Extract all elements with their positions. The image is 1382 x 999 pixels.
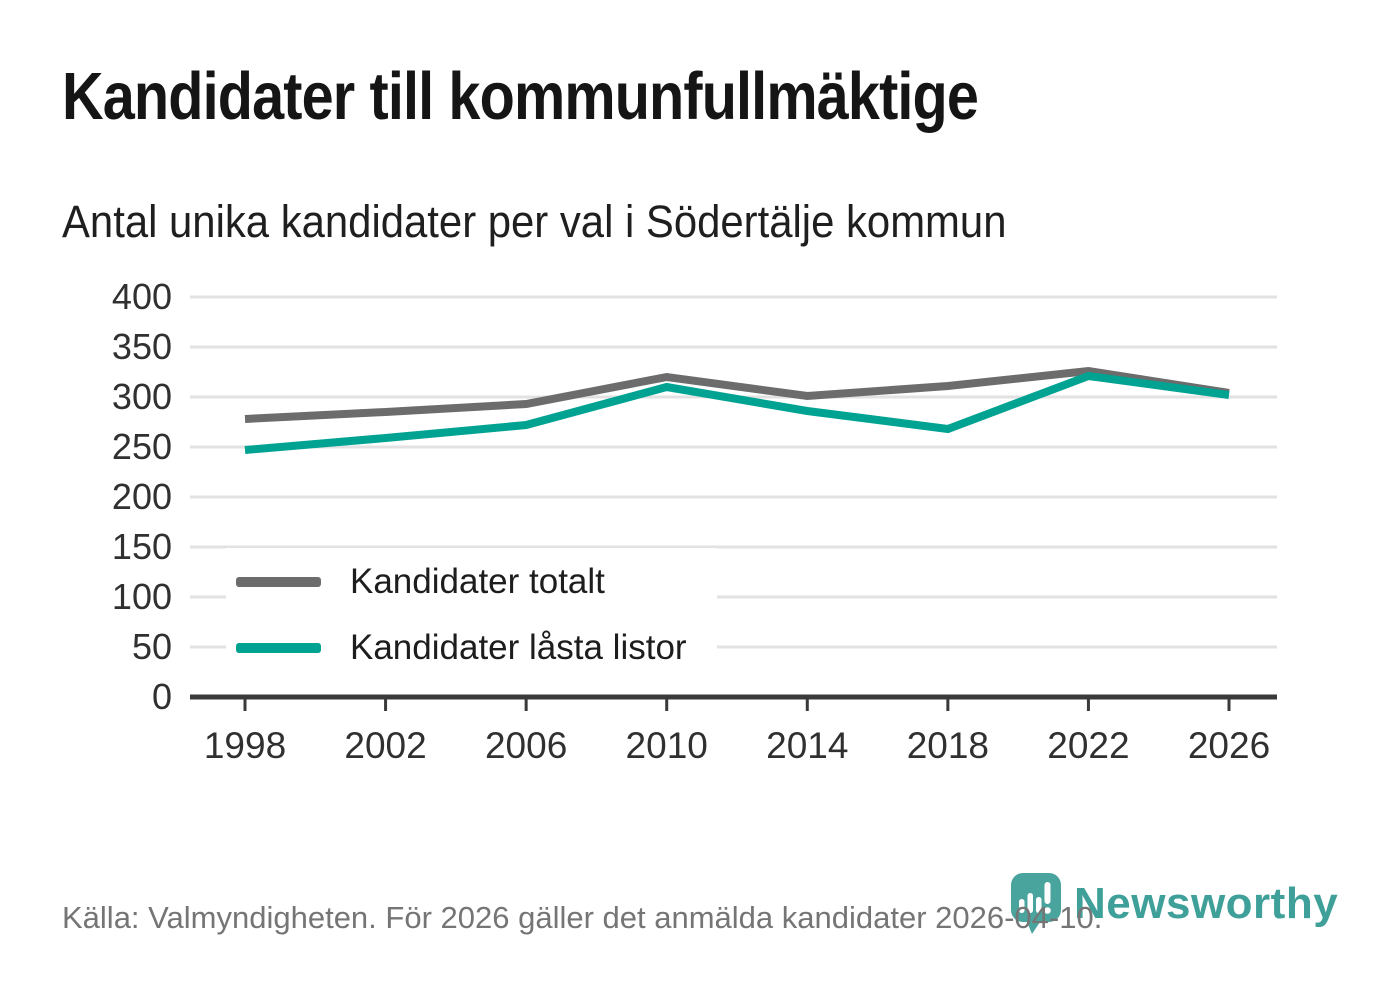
x-axis-tick-label: 2010 xyxy=(626,725,708,766)
source-note: Källa: Valmyndigheten. För 2026 gäller d… xyxy=(62,900,1103,935)
y-axis-tick-label: 400 xyxy=(112,276,172,317)
x-axis-tick-label: 1998 xyxy=(204,725,286,766)
legend-label: Kandidater låsta listor xyxy=(350,628,687,667)
y-axis-tick-label: 350 xyxy=(112,326,172,367)
legend-swatch xyxy=(236,577,321,587)
series-line-kandidater-totalt xyxy=(244,366,1230,423)
y-axis-tick-label: 250 xyxy=(112,426,172,467)
y-axis-tick-label: 0 xyxy=(152,676,172,717)
y-axis-tick-label: 300 xyxy=(112,376,172,417)
x-axis-tick-label: 2006 xyxy=(485,725,567,766)
y-axis-tick-label: 50 xyxy=(132,626,172,667)
page-title: Kandidater till kommunfullmäktige xyxy=(62,59,979,134)
chart-legend: Kandidater totalt Kandidater låsta listor xyxy=(226,548,717,678)
legend-swatch xyxy=(236,643,321,653)
y-axis-tick-label: 200 xyxy=(112,476,172,517)
x-axis-tick-label: 2002 xyxy=(344,725,426,766)
legend-item: Kandidater låsta listor xyxy=(236,628,687,668)
y-axis-tick-label: 100 xyxy=(112,576,172,617)
x-axis-tick-label: 2018 xyxy=(907,725,989,766)
x-axis-tick-label: 2026 xyxy=(1188,725,1270,766)
newsworthy-logo: Newsworthy xyxy=(1010,872,1338,936)
y-axis-tick-label: 150 xyxy=(112,526,172,567)
legend-item: Kandidater totalt xyxy=(236,562,687,602)
series-line-kandidater-l-sta-listor xyxy=(244,371,1230,454)
bar-chart-pin-icon xyxy=(1011,873,1061,934)
newsworthy-wordmark: Newsworthy xyxy=(1074,879,1339,928)
chart-subtitle: Antal unika kandidater per val i Södertä… xyxy=(62,196,1007,247)
x-axis-tick-label: 2014 xyxy=(766,725,848,766)
legend-label: Kandidater totalt xyxy=(350,562,605,601)
x-axis-tick-label: 2022 xyxy=(1047,725,1129,766)
